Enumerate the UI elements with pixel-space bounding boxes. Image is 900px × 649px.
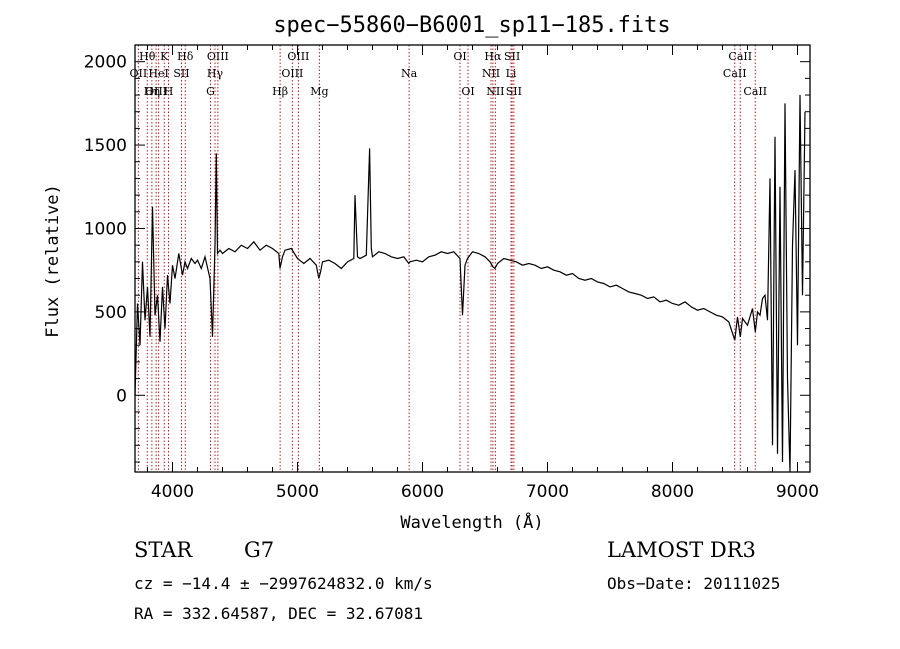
chart-title: spec−55860−B6001_sp11−185.fits [273, 13, 670, 38]
line-label: H [164, 85, 174, 98]
redshift-readout: cz = −14.4 ± −2997624832.0 km/s [134, 574, 433, 593]
x-tick-label: 5000 [276, 482, 319, 502]
line-label: Mg [310, 85, 328, 98]
line-label: Hα [484, 50, 502, 63]
spectral-line-markers [137, 45, 756, 472]
line-label: OI [453, 50, 466, 63]
line-label: Hθ [139, 50, 156, 63]
y-tick-label: 500 [95, 303, 127, 323]
y-tick-label: 2000 [84, 53, 127, 73]
line-label: CaII [743, 85, 767, 98]
object-class: STAR [134, 538, 193, 562]
line-label: SII [173, 67, 189, 80]
line-label: Hβ [272, 85, 288, 98]
line-label: OI [461, 85, 474, 98]
observation-date: Obs−Date: 20111025 [607, 574, 781, 593]
x-tick-label: 8000 [651, 482, 694, 502]
x-tick-label: 9000 [776, 482, 819, 502]
line-label: G [206, 85, 215, 98]
spectrum-line [134, 94, 806, 473]
y-axis-label: Flux (relative) [43, 184, 63, 338]
line-label: Hγ [207, 67, 224, 80]
line-label: K [160, 50, 169, 63]
x-tick-label: 6000 [401, 482, 444, 502]
line-label: OIII [287, 50, 309, 63]
y-axis-ticks: 0 500 1000 1500 2000 [84, 53, 810, 463]
line-label: OIII [281, 67, 303, 80]
plot-frame [134, 44, 811, 473]
line-label: OIII [145, 85, 167, 98]
y-tick-label: 1500 [84, 136, 127, 156]
spectral-line-labels: Hθ OII OIII K H HeI Hη Hδ SII OIII Hγ G Hβ OIII OIII Mg… [130, 50, 768, 98]
line-label: Li [506, 67, 517, 80]
line-label: Hη [144, 85, 160, 98]
survey-name: LAMOST DR3 [607, 538, 756, 562]
x-axis-label: Wavelength (Å) [400, 511, 543, 533]
line-label: Na [401, 67, 418, 80]
line-label: NII [482, 67, 500, 80]
line-label: SII [504, 50, 520, 63]
x-axis-ticks: 4000 5000 6000 7000 8000 9000 [147, 45, 819, 502]
line-label: NII [486, 85, 504, 98]
line-label: SII [506, 85, 522, 98]
x-tick-label: 7000 [526, 482, 569, 502]
line-label: OIII [207, 50, 229, 63]
coordinates-readout: RA = 332.64587, DEC = 32.67081 [134, 604, 423, 623]
line-label: CaII [728, 50, 752, 63]
line-label: Hδ [177, 50, 194, 63]
line-label: OII [130, 67, 148, 80]
y-tick-label: 0 [116, 386, 127, 406]
x-tick-label: 4000 [151, 482, 194, 502]
y-tick-label: 1000 [84, 219, 127, 239]
object-subclass: G7 [244, 538, 275, 562]
line-label: HeI [148, 67, 168, 80]
line-label: CaII [723, 67, 747, 80]
